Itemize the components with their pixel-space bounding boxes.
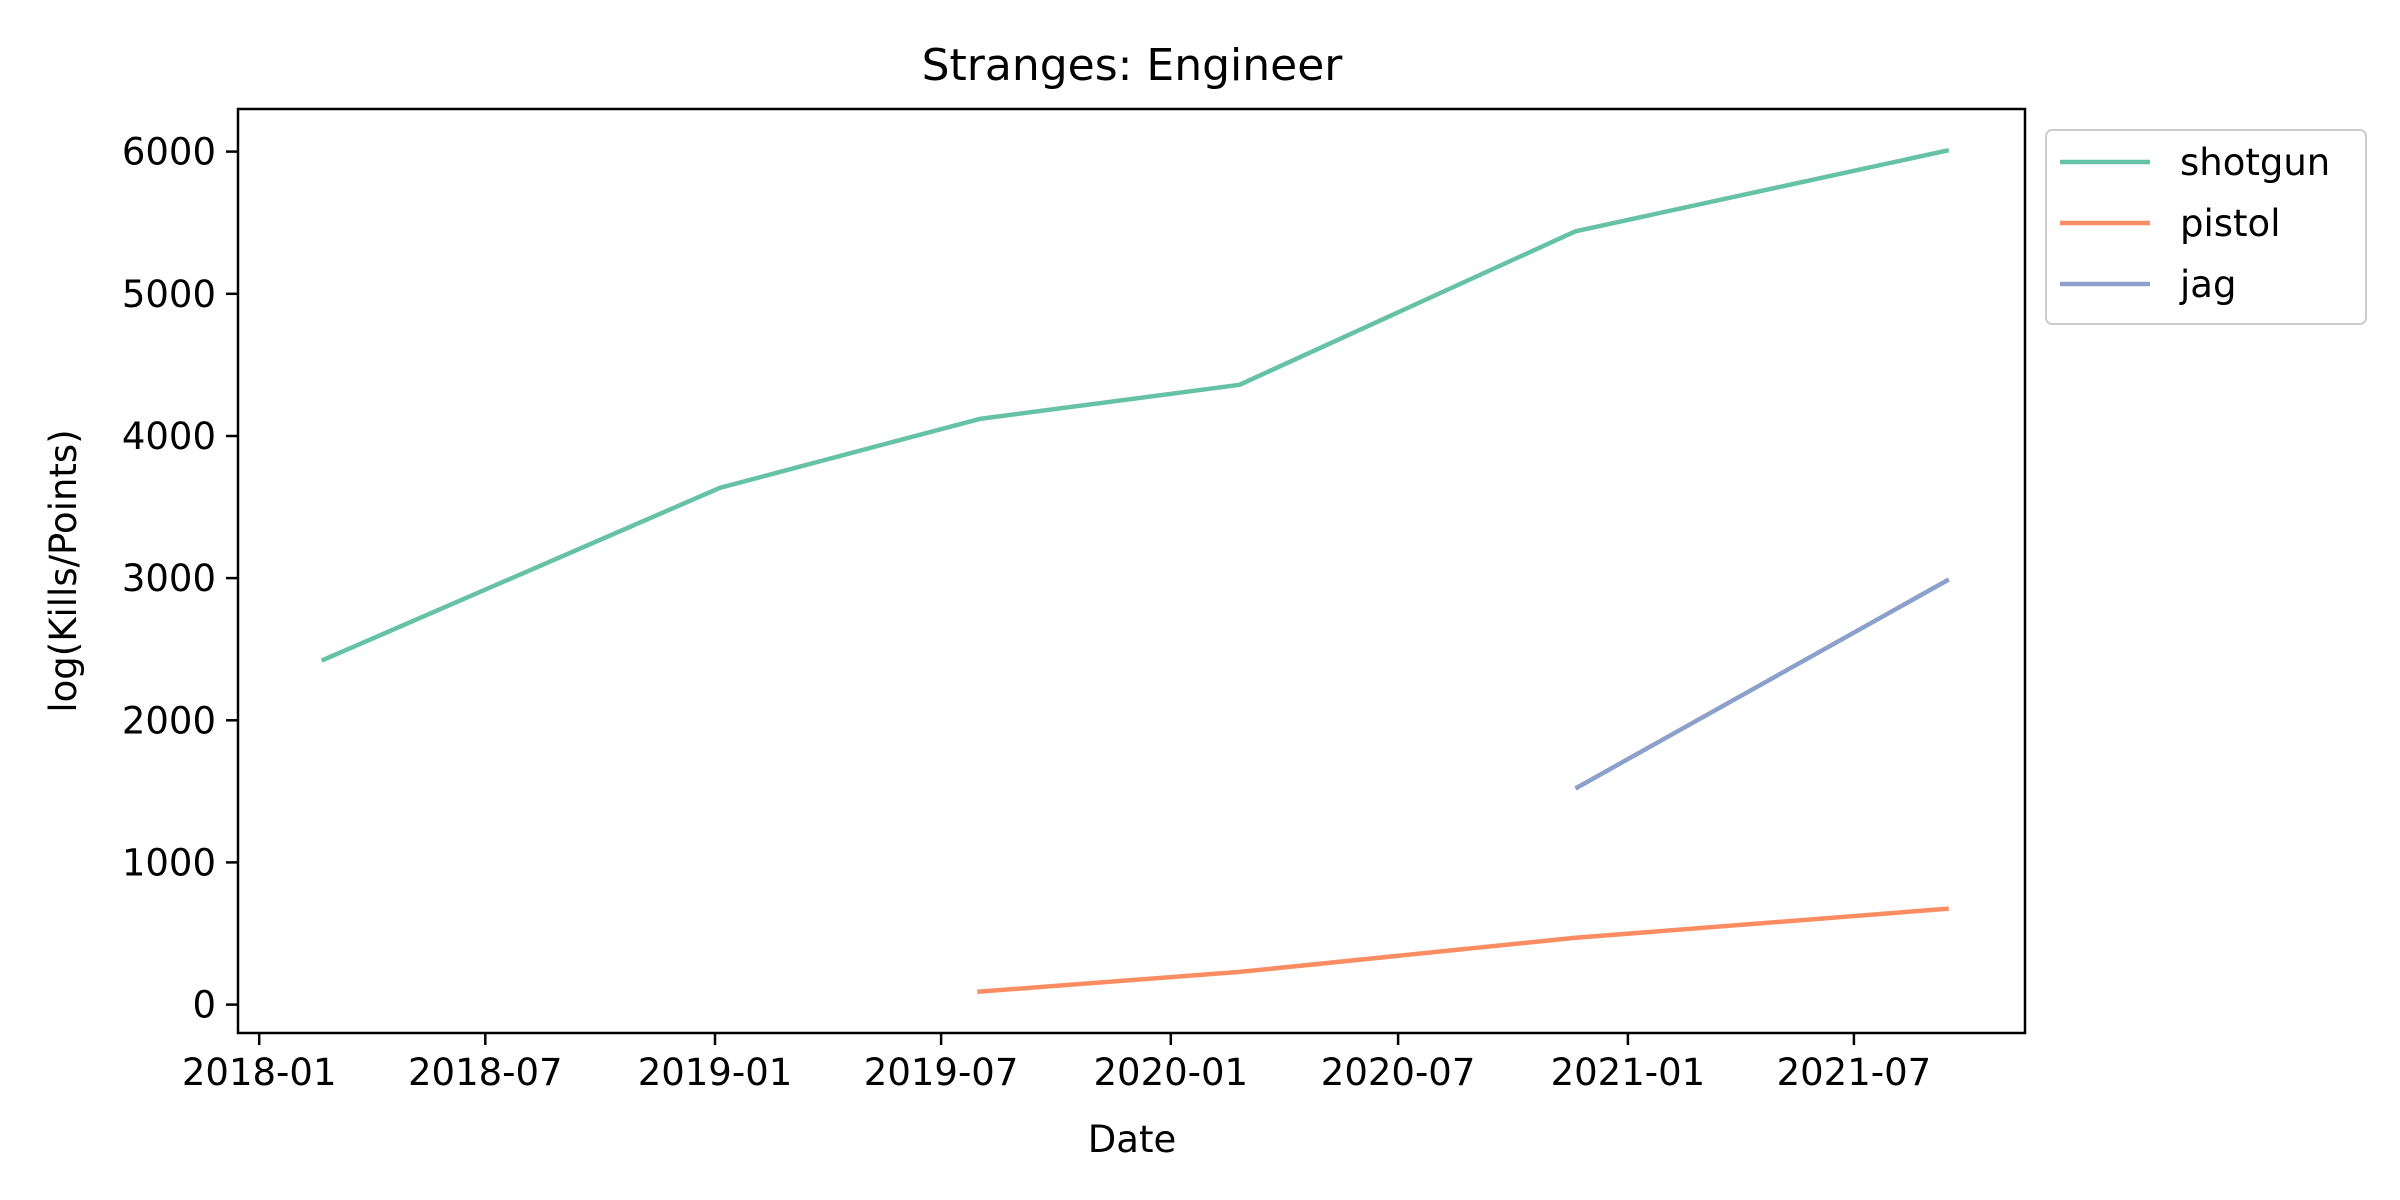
x-tick-label: 2018-07 <box>408 1051 563 1094</box>
legend-box <box>2045 129 2367 325</box>
y-tick-label: 5000 <box>122 273 216 316</box>
x-axis-label: Date <box>1088 1118 1176 1161</box>
x-tick-label: 2021-01 <box>1551 1051 1706 1094</box>
legend: shotgun pistol jag <box>2045 129 2367 325</box>
plot-area <box>236 107 2027 1035</box>
legend-label-pistol: pistol <box>2180 202 2280 245</box>
series-lines <box>320 148 1950 995</box>
x-tick-label: 2020-07 <box>1321 1051 1476 1094</box>
series-line-pistol <box>977 906 1949 995</box>
series-line-shotgun <box>320 148 1950 663</box>
x-tick-label: 2021-07 <box>1777 1051 1932 1094</box>
x-axis: 2018-01 2018-07 2019-01 2019-07 2020-01 2020-… <box>182 1033 1931 1094</box>
y-tick-label: 4000 <box>122 415 216 458</box>
y-tick-label: 2000 <box>122 699 216 742</box>
series-line-jag <box>1574 577 1950 791</box>
x-tick-label: 2019-07 <box>864 1051 1019 1094</box>
y-tick-label: 3000 <box>122 557 216 600</box>
y-tick-label: 0 <box>192 984 216 1027</box>
chart-title: Stranges: Engineer <box>922 40 1344 91</box>
y-tick-label: 6000 <box>122 131 216 174</box>
legend-label-shotgun: shotgun <box>2180 141 2330 184</box>
y-axis: 0 1000 2000 3000 4000 5000 6000 <box>122 131 238 1027</box>
x-tick-label: 2019-01 <box>638 1051 793 1094</box>
x-tick-label: 2018-01 <box>182 1051 337 1094</box>
legend-label-jag: jag <box>2179 263 2236 306</box>
y-axis-label: log(Kills/Points) <box>42 429 85 712</box>
x-tick-label: 2020-01 <box>1093 1051 1248 1094</box>
y-tick-label: 1000 <box>122 841 216 884</box>
